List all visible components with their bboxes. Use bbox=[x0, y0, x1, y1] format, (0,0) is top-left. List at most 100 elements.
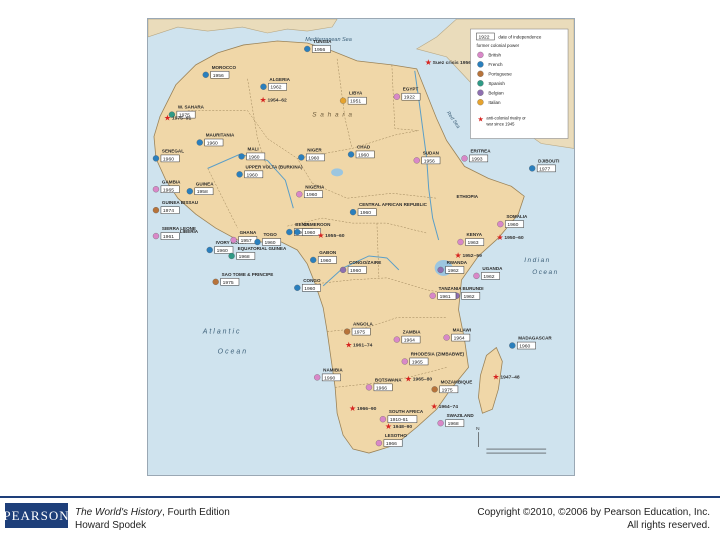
country-marker: UGANDA 1962 bbox=[473, 266, 503, 280]
region-label-sahara: S a h a r a bbox=[312, 112, 353, 119]
war-years-label: 1961–74 bbox=[353, 343, 373, 349]
madagascar-land bbox=[478, 346, 503, 414]
independence-year: 1977 bbox=[539, 166, 550, 172]
country-name: CONGO bbox=[303, 278, 321, 283]
country-name: TANZANIA bbox=[439, 286, 463, 291]
country-marker: SENEGAL 1960 bbox=[152, 148, 184, 162]
colonial-power-dot bbox=[238, 153, 245, 160]
independence-year: 1960 bbox=[304, 230, 315, 236]
independence-year: 1963 bbox=[468, 240, 479, 246]
colonial-power-dot bbox=[393, 336, 400, 343]
legend-war-line1: anti-colonial rivalry or bbox=[486, 116, 526, 121]
country-marker: GUINEA 1958 bbox=[186, 181, 214, 195]
country-name: EQUATORIAL GUINEA bbox=[238, 246, 287, 251]
colonial-power-dot bbox=[375, 439, 383, 447]
colonial-power-dot bbox=[393, 93, 400, 100]
war-star-icon: ★ bbox=[349, 404, 356, 413]
country-marker: MOZAMBIQUE 1975 bbox=[431, 379, 473, 393]
war-star-icon: ★ bbox=[385, 422, 392, 431]
war-star-icon: ★ bbox=[425, 58, 432, 67]
country-marker: ZAMBIA 1964 bbox=[393, 330, 421, 344]
independence-year: 1956 bbox=[424, 158, 435, 164]
country-marker: GABON 1960 bbox=[310, 250, 337, 264]
war-years-label: 1947–48 bbox=[500, 374, 520, 380]
country-name: ERITREA bbox=[470, 148, 491, 153]
war-years-label: 1975–91 bbox=[172, 116, 192, 122]
country-name: CENTRAL AFRICAN REPUBLIC bbox=[359, 202, 428, 207]
war-years-label: 1948–90 bbox=[393, 424, 413, 430]
independence-year: 1910-61 bbox=[390, 417, 408, 423]
colonial-power-dot bbox=[304, 45, 311, 53]
independence-year: 1965 bbox=[412, 359, 423, 365]
country-name: W. SAHARA bbox=[178, 105, 205, 110]
country-marker: MALAWI 1964 bbox=[443, 328, 471, 342]
country-marker: ALGERIA 1962 bbox=[260, 77, 291, 91]
colonial-power-dot bbox=[212, 278, 219, 285]
war-years-label: 1952–59 bbox=[463, 253, 483, 259]
independence-year-box bbox=[236, 252, 256, 260]
country-name: ZAMBIA bbox=[403, 330, 421, 335]
copyright-notice: Copyright ©2010, ©2006 by Pearson Educat… bbox=[477, 506, 710, 532]
country-marker: LIBERIA bbox=[180, 229, 199, 234]
country-marker: RWANDA 1962 bbox=[437, 260, 468, 274]
sea-label-indian: Indian bbox=[524, 257, 551, 264]
war-years-label: 1966–90 bbox=[357, 406, 377, 412]
independence-year-box bbox=[437, 292, 457, 300]
book-author: Howard Spodek bbox=[75, 520, 147, 531]
colonial-power-dot bbox=[152, 155, 160, 162]
independence-year-box bbox=[304, 190, 323, 198]
legend-year-sample: 1922 bbox=[478, 34, 489, 40]
independence-year: 1966 bbox=[376, 385, 387, 391]
independence-year: 1962 bbox=[270, 85, 281, 91]
legend-power-swatch bbox=[477, 89, 484, 96]
country-name: NIGER bbox=[307, 147, 322, 152]
independence-year-box bbox=[505, 220, 524, 228]
country-marker: MOROCCO 1956 bbox=[202, 65, 237, 79]
independence-year-box bbox=[317, 256, 337, 264]
legend-war-icon: ★ bbox=[477, 116, 483, 124]
europe-land bbox=[148, 19, 338, 38]
legend-year-desc: date of independence bbox=[498, 34, 542, 39]
colonial-power-dot bbox=[349, 209, 357, 216]
war-star-icon: ★ bbox=[164, 114, 171, 123]
country-marker: SUDAN 1956 bbox=[413, 150, 441, 164]
colonial-power-dot bbox=[339, 266, 347, 274]
country-name: EGYPT bbox=[403, 87, 419, 92]
country-name: DJIBOUTI bbox=[538, 158, 559, 163]
independence-year: 1960 bbox=[217, 248, 228, 254]
country-name: TUNISIA bbox=[313, 39, 332, 44]
sea-label-atlantic-ocean: Ocean bbox=[218, 348, 248, 355]
independence-year: 1951 bbox=[350, 99, 361, 105]
country-marker: ETHIOPIA bbox=[457, 194, 479, 199]
independence-year-box bbox=[160, 232, 180, 240]
independence-year-box bbox=[465, 238, 485, 246]
country-marker: CAMEROON 1960 bbox=[294, 222, 330, 236]
svg-text:N: N bbox=[476, 426, 480, 432]
colonial-power-dot bbox=[228, 252, 235, 260]
colonial-power-dot bbox=[461, 155, 468, 162]
independence-year: 1961 bbox=[163, 234, 174, 240]
country-name: BOTSWANA bbox=[375, 377, 402, 382]
legend-power-swatch bbox=[477, 80, 484, 87]
independence-year-box bbox=[461, 292, 481, 300]
independence-year: 1968 bbox=[239, 254, 250, 260]
country-name: MADAGASCAR bbox=[518, 336, 552, 341]
war-markers: ★ 1954–62★ 1975–91★ Suez crisis 1956★ 1955–6… bbox=[164, 58, 524, 431]
country-name: MOZAMBIQUE bbox=[441, 379, 473, 384]
colonial-power-dot bbox=[230, 236, 237, 244]
country-name: IVORY COAST bbox=[216, 240, 247, 245]
country-name: GABON bbox=[319, 250, 336, 255]
colonial-power-dot bbox=[206, 246, 213, 254]
independence-year-box bbox=[262, 238, 282, 246]
book-citation: The World's History, Fourth Edition Howa… bbox=[75, 506, 230, 532]
country-name: LESOTHO bbox=[385, 433, 408, 438]
independence-year-box bbox=[401, 335, 421, 344]
independence-year-box bbox=[302, 284, 321, 292]
country-name: MOROCCO bbox=[212, 65, 237, 70]
country-marker: CHAD 1960 bbox=[347, 144, 375, 158]
colonial-power-dot bbox=[152, 186, 160, 193]
legend-power-swatch bbox=[477, 61, 484, 68]
colonial-power-dot bbox=[152, 207, 160, 214]
independence-year: 1960 bbox=[207, 140, 218, 146]
legend-power-swatch bbox=[477, 70, 484, 77]
